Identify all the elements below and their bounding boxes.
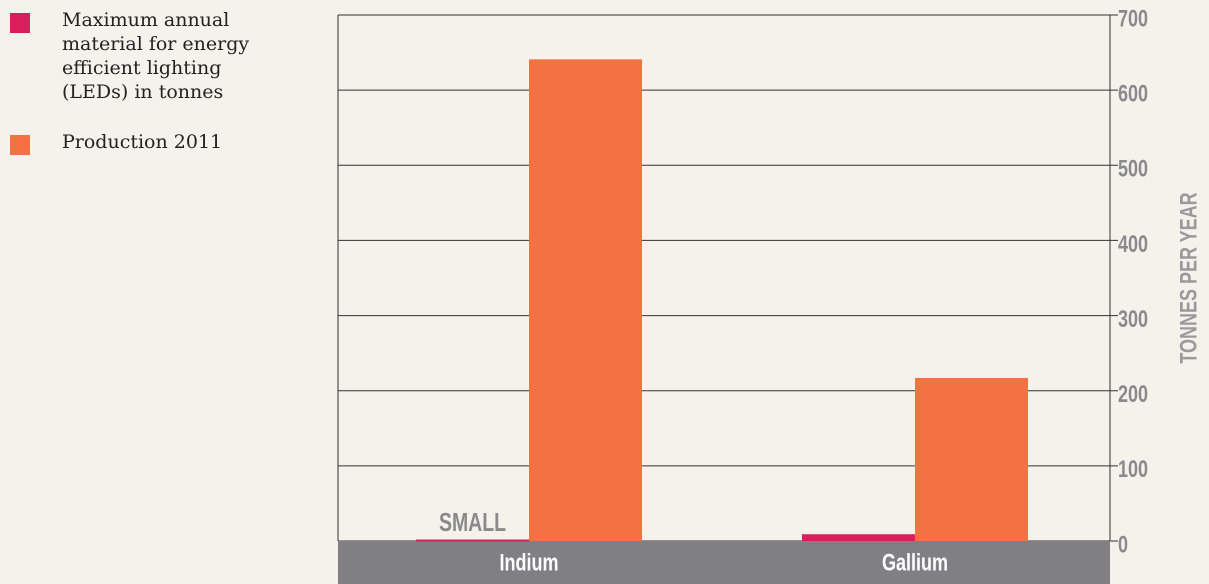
bar bbox=[416, 539, 529, 542]
y-tick-label: 100 bbox=[1118, 457, 1148, 483]
bar bbox=[802, 534, 915, 541]
category-band bbox=[338, 541, 1110, 584]
legend-swatch bbox=[10, 135, 30, 155]
y-tick-label: 0 bbox=[1118, 532, 1128, 558]
y-tick-label: 600 bbox=[1118, 81, 1148, 107]
bar bbox=[915, 377, 1028, 541]
y-tick-label: 700 bbox=[1118, 6, 1148, 32]
y-tick-label: 200 bbox=[1118, 382, 1148, 408]
x-tick-label: Gallium bbox=[882, 550, 948, 576]
legend: Maximum annual material for energy effic… bbox=[10, 8, 290, 180]
x-tick-label: Indium bbox=[500, 550, 559, 576]
y-tick-label: 500 bbox=[1118, 156, 1148, 182]
y-axis-label: TONNES PER YEAR bbox=[1176, 192, 1202, 363]
bar bbox=[529, 59, 642, 541]
y-tick-label: 400 bbox=[1118, 231, 1148, 257]
annotation: SMALL bbox=[439, 507, 506, 536]
legend-label: Maximum annual material for energy effic… bbox=[62, 9, 250, 103]
legend-item: Production 2011 bbox=[10, 130, 290, 155]
legend-item: Maximum annual material for energy effic… bbox=[10, 8, 290, 104]
legend-label: Production 2011 bbox=[62, 131, 223, 153]
legend-swatch bbox=[10, 13, 30, 33]
y-tick-label: 300 bbox=[1118, 307, 1148, 333]
